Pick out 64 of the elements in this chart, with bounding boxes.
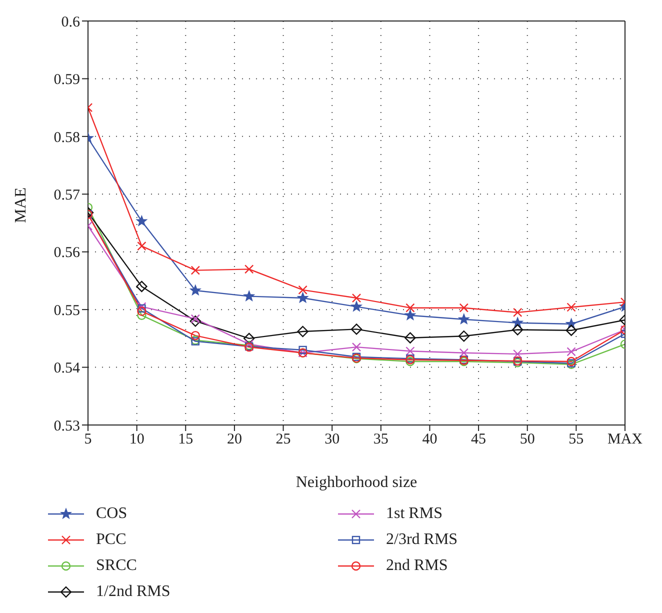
point xyxy=(190,314,200,324)
x-tick-label: 20 xyxy=(226,432,242,448)
point xyxy=(513,308,522,318)
point xyxy=(136,215,148,226)
point xyxy=(566,324,577,336)
point xyxy=(190,284,201,296)
legend-label: PCC xyxy=(96,531,126,549)
legend-label: 1/2nd RMS xyxy=(96,583,170,601)
x-tick-label: 30 xyxy=(324,432,340,448)
x-tick-label: 15 xyxy=(178,432,194,448)
point xyxy=(458,314,470,324)
point xyxy=(137,310,146,320)
x-tick-label: 45 xyxy=(471,432,486,448)
x-tick-label: 40 xyxy=(422,432,438,448)
y-tick-label: 0.56 xyxy=(54,245,80,262)
point xyxy=(136,280,148,292)
point xyxy=(350,324,362,335)
point xyxy=(404,332,416,344)
point xyxy=(404,310,416,320)
legend-label: 1st RMS xyxy=(386,505,442,523)
point xyxy=(512,324,524,336)
point xyxy=(244,290,255,302)
legend-label: SRCC xyxy=(96,557,137,575)
point xyxy=(459,348,468,358)
point xyxy=(350,300,362,312)
point xyxy=(297,292,308,303)
y-tick-label: 0.59 xyxy=(54,72,80,88)
point xyxy=(459,303,468,312)
x-axis-title: Neighborhood size xyxy=(296,474,418,491)
point xyxy=(406,346,415,356)
point xyxy=(566,356,576,366)
y-tick-label: 0.57 xyxy=(54,187,80,204)
point xyxy=(137,241,146,251)
point xyxy=(190,266,200,275)
legend-label: 2nd RMS xyxy=(386,557,448,575)
legend-label: COS xyxy=(96,505,128,523)
x-tick-label: 25 xyxy=(276,432,291,448)
y-tick-label: 0.6 xyxy=(61,14,80,30)
point xyxy=(137,306,146,316)
point xyxy=(566,347,576,356)
point xyxy=(190,316,201,327)
point xyxy=(297,326,308,338)
legend-label: 2/3rd RMS xyxy=(386,531,458,549)
point xyxy=(298,285,308,295)
x-tick-label: MAX xyxy=(607,432,643,448)
y-tick-label: 0.55 xyxy=(54,302,80,319)
x-tick-label: 5 xyxy=(84,432,92,448)
y-tick-label: 0.58 xyxy=(54,130,80,146)
x-tick-label: 50 xyxy=(520,432,535,448)
point xyxy=(566,302,576,312)
point xyxy=(244,264,254,274)
point xyxy=(298,346,307,354)
point xyxy=(458,330,470,342)
y-axis-title: MAE xyxy=(12,187,30,223)
point xyxy=(190,330,200,340)
point xyxy=(352,342,362,352)
x-tick-label: 10 xyxy=(129,432,144,448)
x-tick-label: 55 xyxy=(568,432,584,448)
point xyxy=(406,303,415,312)
y-tick-label: 0.54 xyxy=(54,360,80,377)
x-tick-label: 35 xyxy=(373,432,388,448)
point xyxy=(513,349,522,359)
y-tick-label: 0.53 xyxy=(54,418,80,434)
point xyxy=(352,293,362,303)
